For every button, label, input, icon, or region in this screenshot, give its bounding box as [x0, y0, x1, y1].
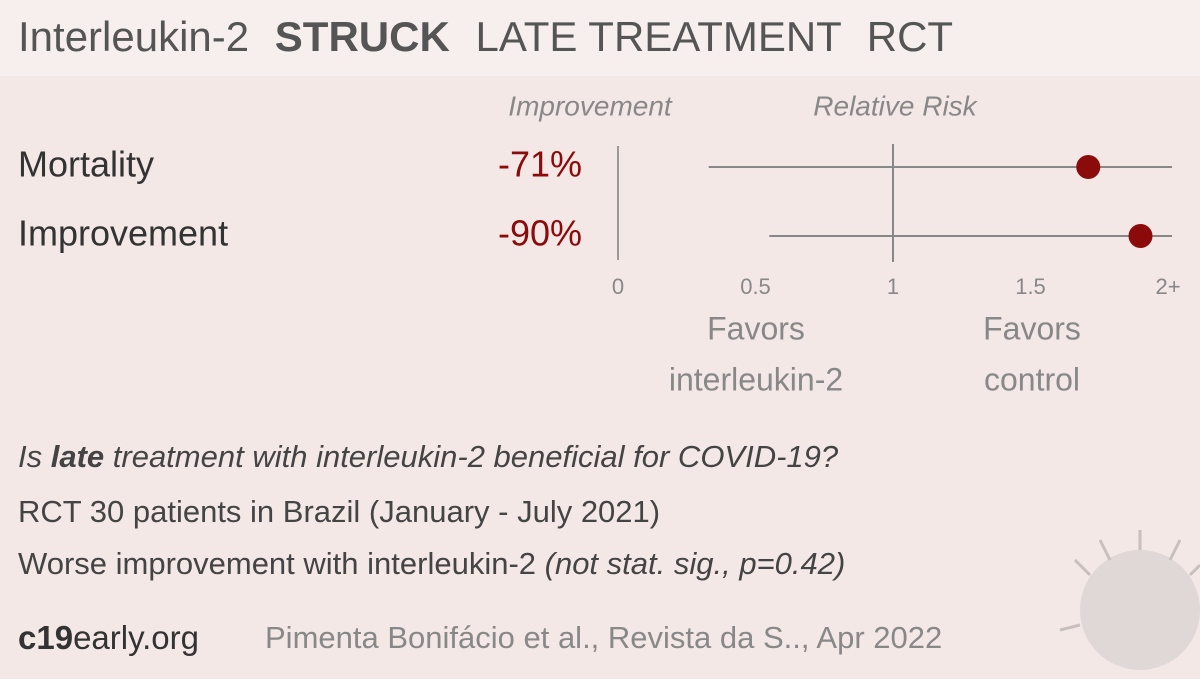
improvement-label: -90%: [498, 213, 582, 254]
title-part: Interleukin-2: [18, 13, 249, 60]
citation: Pimenta Bonifácio et al., Revista da S..…: [265, 620, 942, 655]
x-tick-label: 1.5: [1015, 274, 1046, 299]
x-tick-label: 2+: [1155, 274, 1180, 299]
favors-right: Favors: [983, 310, 1081, 346]
favors-left: Favors: [707, 310, 805, 346]
site: c19early.org: [18, 619, 199, 656]
question-part: late: [51, 439, 104, 474]
title-band: [0, 0, 1200, 76]
title-part: LATE TREATMENT: [475, 13, 841, 60]
result-part: Worse improvement with interleukin-2: [18, 546, 545, 581]
question: Is late treatment with interleukin-2 ben…: [18, 439, 839, 474]
column-header: Improvement: [508, 90, 673, 121]
x-tick-label: 0: [612, 274, 624, 299]
row-label: Improvement: [18, 213, 228, 254]
title-part: STRUCK: [275, 13, 450, 60]
design: RCT 30 patients in Brazil (January - Jul…: [18, 494, 660, 529]
favors-left: interleukin-2: [669, 361, 843, 397]
title: Interleukin-2 STRUCK LATE TREATMENT RCT: [18, 13, 953, 60]
site-part: c19: [18, 619, 73, 656]
x-tick-label: 1: [887, 274, 899, 299]
favors-labels: Favors interleukin-2 Favors control: [669, 310, 1081, 397]
column-header: Relative Risk: [813, 90, 978, 121]
question-part: Is: [18, 439, 51, 474]
result: Worse improvement with interleukin-2 (no…: [18, 546, 845, 581]
improvement-label: -71%: [498, 144, 582, 185]
site-part: early.org: [73, 619, 199, 656]
question-part: treatment with interleukin-2 beneficial …: [104, 439, 839, 474]
point-estimate: [1128, 224, 1153, 248]
x-tick-label: 0.5: [740, 274, 771, 299]
row-label: Mortality: [18, 144, 154, 185]
virus-decoration: [1059, 530, 1200, 670]
result-part: (not stat. sig., p=0.42): [545, 546, 846, 581]
point-estimate: [1076, 155, 1101, 179]
title-part: RCT: [867, 13, 953, 60]
favors-right: control: [984, 361, 1080, 397]
